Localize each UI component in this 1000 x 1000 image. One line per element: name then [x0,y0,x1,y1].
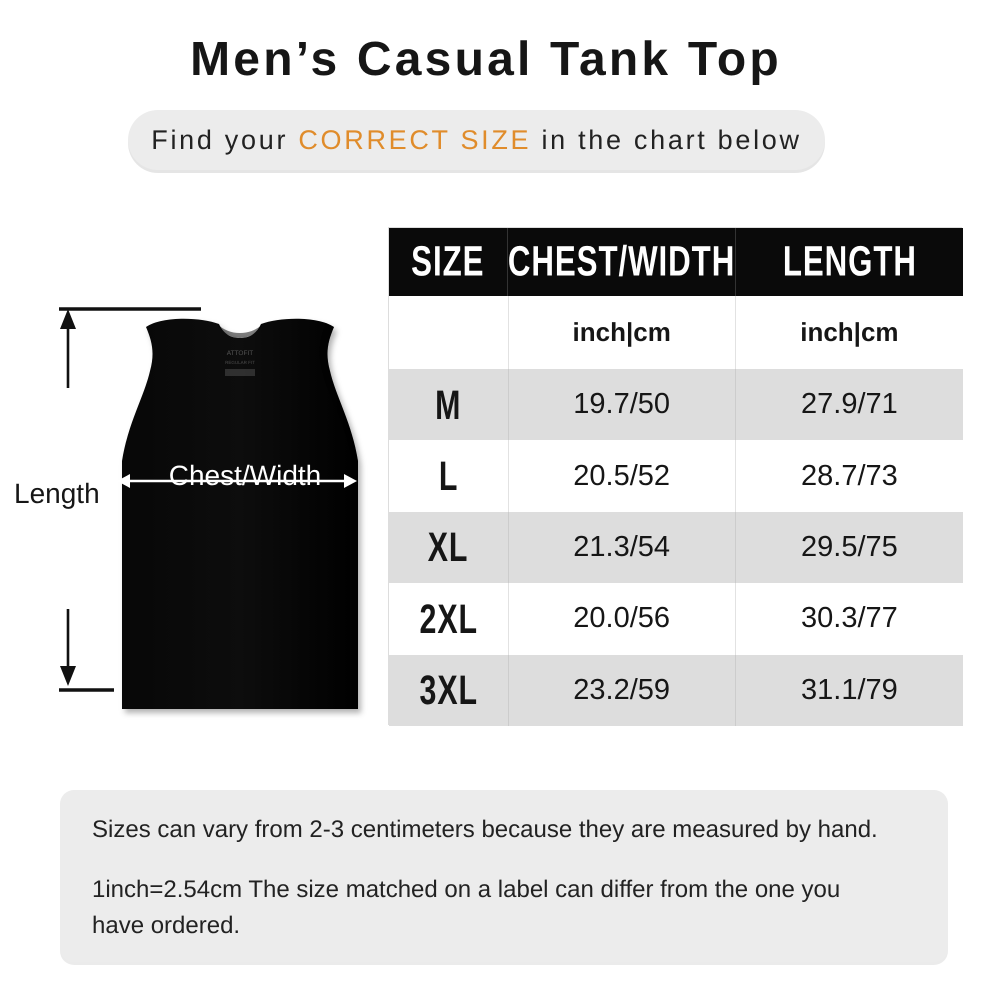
svg-text:REGULAR FIT: REGULAR FIT [225,360,255,365]
svg-text:ATTOFIT: ATTOFIT [227,350,254,357]
